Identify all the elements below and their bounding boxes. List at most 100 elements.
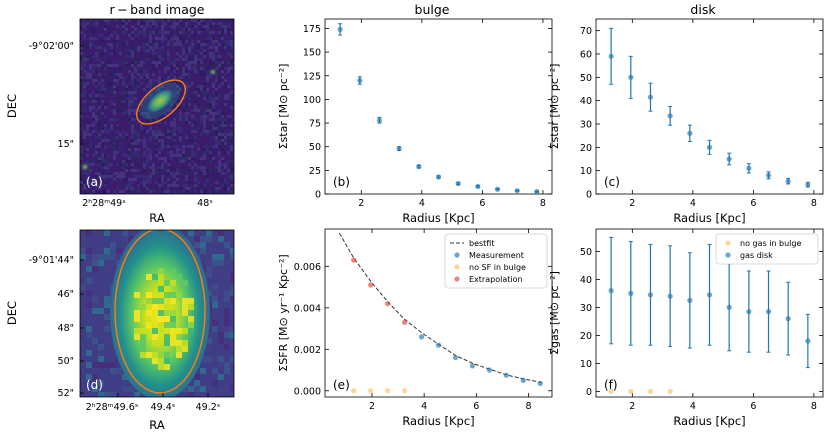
legend-box (715, 233, 819, 265)
ytick-label-d-1: -9°01'44" (29, 255, 74, 266)
legend-box (444, 233, 548, 289)
legend-label: gas disk (740, 251, 773, 260)
legend-label: no SF in bulge (469, 263, 526, 272)
plot-frame (595, 18, 824, 195)
y-tick-label: 10 (580, 166, 592, 177)
x-tick-label: 8 (540, 198, 546, 209)
panel-f: 2 4 6 8 0 10 20 30 40 50 Radius [Kpc] Σgas [M⊙ pc⁻²… (548, 228, 824, 428)
data-point (537, 380, 543, 387)
legend-marker (454, 276, 460, 282)
data-point (475, 183, 481, 190)
panel-c: 2 4 6 8 0 10 20 30 40 50 60 70 Radius [Kpc] Σstar [M⊙… (548, 18, 824, 225)
y-tick-label: 150 (303, 48, 321, 59)
x-tick-label: 4 (690, 401, 696, 412)
x-tick-label: 8 (525, 401, 531, 412)
panel-label: (e) (333, 378, 350, 392)
legend-marker (454, 264, 460, 270)
data-point (494, 186, 501, 192)
data-point (746, 309, 752, 315)
data-point (337, 26, 343, 33)
y-tick-label: 40 (580, 96, 592, 107)
data-point (765, 172, 772, 178)
panel-label-a: (a) (86, 175, 103, 189)
x-tick-label: 2 (358, 198, 364, 209)
y-tick-label: 20 (580, 331, 592, 342)
xtick-label-a-2: 48ˢ (197, 198, 213, 209)
data-point (667, 113, 673, 119)
panel-a: (a) -9°02'00" 15" 2ʰ28ᵐ49ˢ 48ˢ RA DEC (5, 18, 235, 225)
x-tick-label: 4 (690, 198, 696, 209)
column-title-bulge: bulge (415, 2, 450, 17)
ylabel-d: DEC (5, 301, 19, 325)
data-point (805, 338, 811, 344)
plot-frame (595, 228, 824, 398)
data-point (396, 145, 402, 152)
data-point (435, 174, 442, 180)
data-point (534, 189, 540, 195)
y-tick-label: 25 (309, 166, 321, 177)
data-point (746, 165, 752, 171)
y-axis-label: Σgas [M⊙ pc⁻²] (548, 271, 561, 355)
galaxy-halo-a (139, 82, 181, 120)
data-point (726, 304, 732, 310)
plot-frame (324, 228, 553, 398)
y-tick-label: 0.000 (294, 386, 321, 397)
x-axis-label: Radius [Kpc] (402, 414, 474, 428)
galaxy-core-a (145, 88, 175, 114)
xlabel-d: RA (149, 418, 165, 432)
data-point (351, 257, 357, 263)
legend-label: Extrapolation (469, 275, 523, 284)
y-tick-label: 0 (586, 190, 592, 201)
panel-e: 2 4 6 8 0.000 0.002 0.004 0.006 Radius [Kpc] ΣSFR… (277, 228, 553, 428)
aperture-ellipse-d (114, 230, 206, 394)
galaxy-core-pixels-d (134, 268, 194, 370)
x-tick-label: 6 (479, 198, 485, 209)
xtick-label-d-3: 49.2ˢ (196, 402, 221, 413)
data-point (368, 388, 374, 394)
ytick-label-d-3: 48" (58, 323, 74, 334)
data-point (401, 388, 408, 394)
legend-label: Measurement (469, 251, 524, 260)
legend-marker (725, 252, 731, 258)
x-tick-label: 6 (750, 198, 756, 209)
xtick-label-d-2: 49.4ˢ (151, 402, 176, 413)
data-point (357, 77, 363, 84)
data-point (435, 342, 442, 348)
x-axis-label: Radius [Kpc] (402, 211, 474, 225)
data-point (385, 301, 391, 307)
ytick-label-a-2: 15" (58, 139, 74, 150)
y-axis-label: Σstar [M⊙ pc⁻²] (548, 64, 561, 150)
data-point (647, 94, 654, 100)
data-point (687, 130, 693, 136)
legend-marker (725, 240, 731, 246)
data-point (647, 388, 654, 394)
field-star-1 (208, 67, 218, 77)
data-point (687, 297, 693, 303)
y-tick-label: 175 (303, 24, 321, 35)
y-tick-label: 125 (303, 71, 321, 82)
data-point (706, 292, 713, 298)
data-point (647, 292, 654, 298)
y-tick-label: 0 (586, 387, 592, 398)
y-tick-label: 10 (580, 359, 592, 370)
x-tick-label: 2 (629, 198, 635, 209)
data-point (608, 288, 614, 294)
y-tick-label: 75 (309, 119, 321, 130)
data-point (785, 178, 791, 184)
data-point (608, 53, 614, 59)
panel-d: (d) -9°01'44" 46" 48" 50" 52" 2ʰ28ᵐ49.6ˢ… (5, 229, 235, 432)
data-point (667, 293, 673, 299)
y-axis-label: ΣSFR [M⊙ yr⁻¹ Kpc⁻²] (277, 254, 290, 371)
plot-frame (324, 18, 553, 195)
y-tick-label: 70 (580, 26, 592, 37)
y-tick-label: 40 (580, 275, 592, 286)
y-tick-label: 30 (580, 120, 592, 131)
ylabel-a: DEC (5, 94, 19, 118)
data-point (608, 388, 614, 394)
data-point (628, 74, 634, 80)
y-tick-label: 50 (309, 142, 321, 153)
panel-label: (f) (604, 378, 618, 392)
data-point (455, 180, 461, 187)
ytick-label-d-5: 52" (58, 388, 74, 399)
